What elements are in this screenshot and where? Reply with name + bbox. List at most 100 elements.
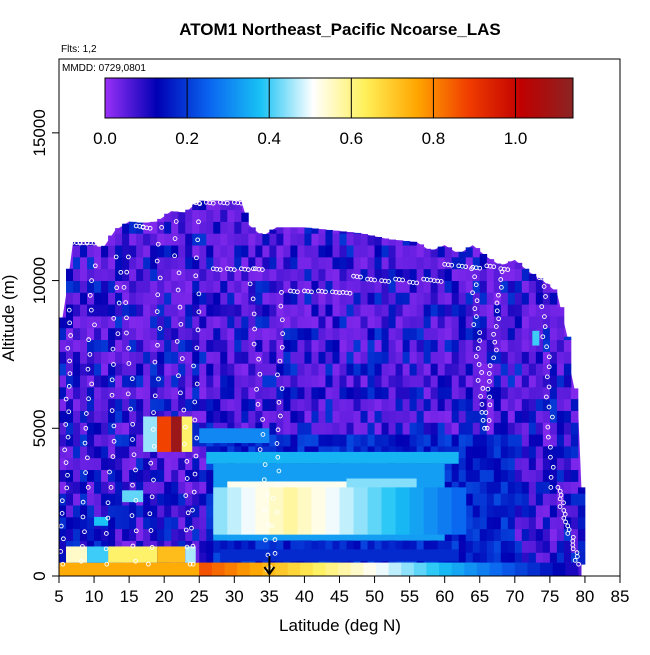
heatmap-cell — [542, 528, 551, 541]
heatmap-cell — [339, 487, 355, 535]
heatmap-cell — [199, 351, 207, 364]
flight-track-point — [184, 459, 190, 464]
heatmap-cell — [479, 256, 488, 270]
heatmap-cell — [556, 398, 565, 411]
heatmap-cell — [108, 481, 116, 494]
heatmap-cell — [479, 493, 488, 506]
heatmap-cell — [248, 410, 256, 423]
heatmap-cell — [353, 232, 361, 234]
heatmap-cell — [360, 339, 368, 352]
heatmap-cell — [213, 304, 221, 317]
heatmap-cell — [206, 280, 214, 293]
heatmap-cell — [514, 446, 523, 459]
heatmap-cell — [486, 410, 495, 423]
heatmap-cell — [108, 457, 116, 471]
heatmap-cell — [213, 256, 221, 270]
heatmap-cell — [300, 562, 314, 576]
heatmap-cell — [80, 481, 88, 494]
heatmap-cell — [437, 410, 446, 423]
heatmap-cell — [444, 410, 453, 423]
heatmap-cell — [360, 434, 368, 447]
heatmap-cell — [115, 233, 123, 246]
heatmap-cell — [542, 363, 551, 376]
heatmap-cell — [500, 304, 509, 317]
heatmap-cell — [549, 434, 558, 447]
flight-track-point — [475, 346, 481, 351]
heatmap-cell — [395, 351, 404, 364]
flight-track-point — [277, 358, 283, 364]
heatmap-cell — [241, 233, 249, 246]
heatmap-cell — [150, 375, 158, 388]
heatmap-cell — [227, 363, 235, 376]
heatmap-cell — [416, 375, 425, 388]
heatmap-cell — [556, 540, 565, 553]
heatmap-cell — [269, 229, 277, 234]
heatmap-cell — [115, 386, 123, 400]
heatmap-cell — [325, 375, 333, 388]
heatmap-cell — [66, 481, 74, 494]
heatmap-cell — [276, 540, 284, 553]
heatmap-cell — [409, 540, 418, 553]
heatmap-cell — [514, 304, 523, 317]
heatmap-cell — [108, 493, 116, 506]
heatmap-cell — [199, 209, 207, 222]
flight-track-point — [492, 339, 498, 345]
heatmap-cell — [465, 327, 474, 341]
heatmap-cell — [73, 446, 81, 459]
heatmap-cell — [549, 446, 558, 459]
heatmap-cell — [332, 375, 340, 388]
heatmap-cell — [220, 386, 228, 400]
x-tick-label: 10 — [85, 587, 104, 606]
heatmap-cell — [136, 233, 144, 246]
flight-track-point — [478, 394, 483, 399]
heatmap-cell — [206, 457, 214, 471]
heatmap-cell — [311, 316, 319, 329]
heatmap-cell — [535, 493, 544, 506]
flight-track-point — [505, 267, 511, 272]
heatmap-cell — [451, 540, 460, 553]
heatmap-cell — [94, 493, 102, 506]
heatmap-cell — [150, 245, 158, 258]
heatmap-cell — [297, 304, 305, 317]
heatmap-cell — [150, 339, 158, 352]
heatmap-cell — [157, 446, 165, 459]
heatmap-cell — [563, 505, 572, 518]
heatmap-cell — [269, 268, 277, 281]
heatmap-cell — [549, 339, 558, 352]
flight-track-point — [89, 278, 94, 283]
flight-track-point — [82, 529, 87, 535]
flight-track-point — [231, 267, 237, 272]
heatmap-cell — [493, 410, 502, 423]
flight-track-point — [548, 444, 553, 450]
heatmap-cell — [311, 398, 319, 411]
heatmap-cell — [150, 481, 158, 494]
heatmap-cell — [514, 562, 528, 576]
heatmap-cell — [465, 528, 474, 541]
heatmap-cell — [416, 316, 425, 329]
heatmap-cell — [339, 280, 347, 293]
flight-track-point — [175, 287, 181, 293]
flight-track-point — [133, 528, 139, 534]
heatmap-cell — [395, 304, 404, 317]
heatmap-cell — [465, 247, 474, 258]
heatmap-cell — [430, 375, 439, 388]
heatmap-cell — [262, 280, 270, 293]
heatmap-cell — [465, 280, 474, 293]
heatmap-cell — [528, 434, 537, 447]
heatmap-cell — [493, 292, 502, 305]
heatmap-cell — [472, 552, 481, 565]
heatmap-cell — [493, 434, 502, 447]
heatmap-cell — [66, 398, 74, 411]
heatmap-cell — [402, 422, 411, 435]
heatmap-cell — [486, 386, 495, 400]
heatmap-cell — [157, 327, 165, 341]
heatmap-cell — [227, 221, 235, 234]
flight-track-point — [185, 510, 191, 516]
heatmap-cell — [318, 339, 326, 352]
heatmap-cell — [262, 327, 270, 341]
heatmap-cell — [563, 363, 572, 376]
heatmap-cell — [549, 304, 558, 317]
heatmap-cell — [185, 469, 193, 482]
heatmap-cell — [535, 316, 544, 329]
heatmap-cell — [73, 375, 81, 388]
